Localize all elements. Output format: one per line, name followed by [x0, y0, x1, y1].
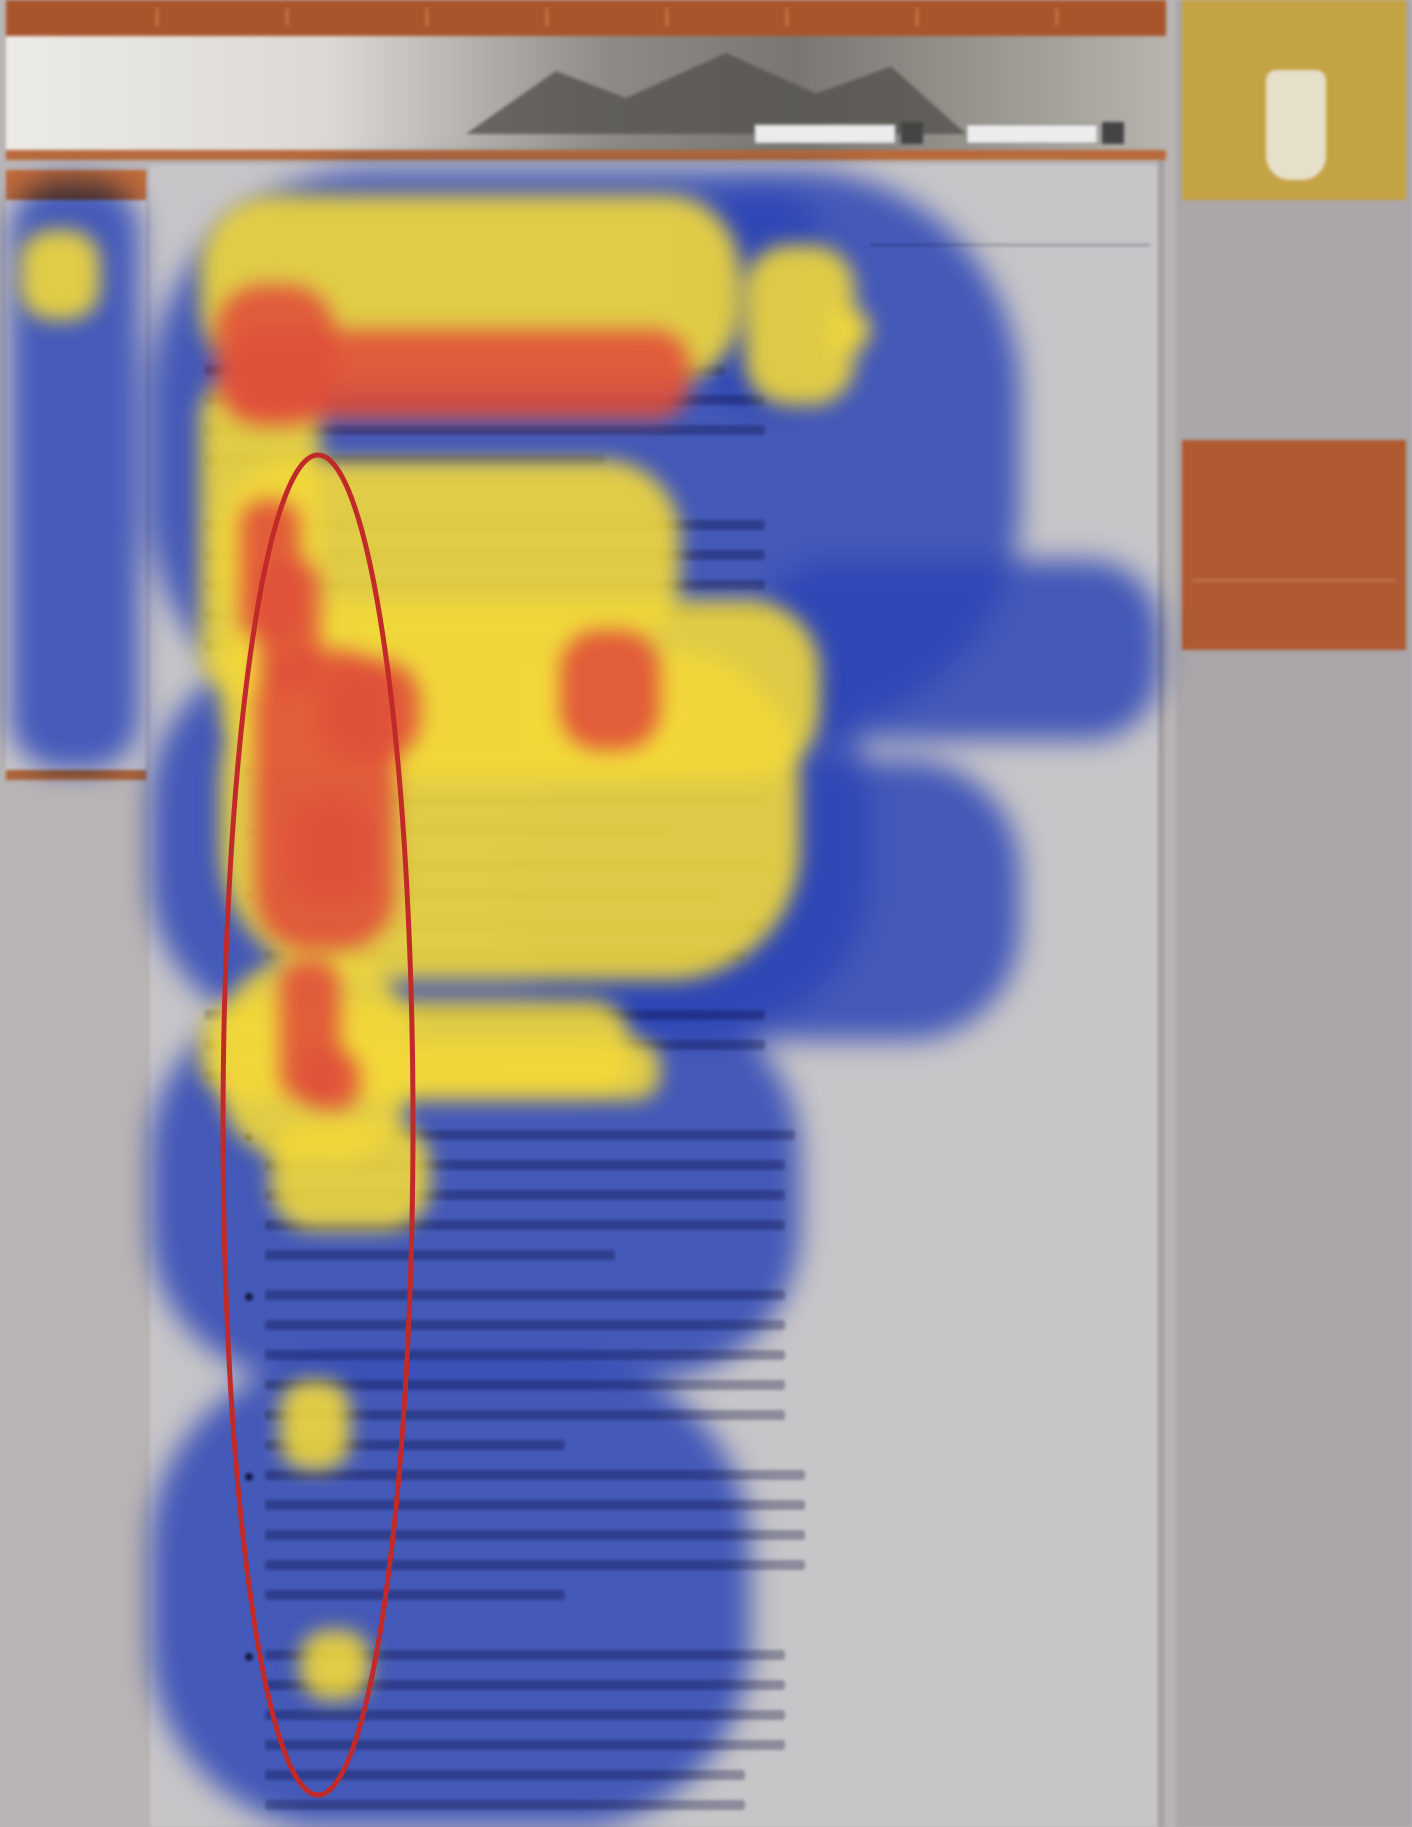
top-navigation-bar [6, 0, 1166, 36]
nav-divider [156, 8, 158, 26]
search-input[interactable] [754, 124, 896, 144]
secondary-go-button[interactable] [1102, 122, 1124, 144]
heat-hot-zone [290, 800, 370, 900]
right-sidebar [1176, 0, 1412, 1827]
heat-cool-zone [150, 1360, 750, 1827]
nav-divider [916, 8, 918, 26]
heat-cool-zone [760, 560, 1160, 740]
content-border [1158, 160, 1164, 1827]
heat-warm-zone [20, 230, 100, 320]
promo-box-bottom[interactable] [1182, 440, 1406, 650]
nav-divider [1056, 8, 1058, 26]
heat-warm-zone [280, 1040, 660, 1100]
promo-box-top[interactable] [1182, 0, 1406, 200]
nav-divider [286, 8, 288, 26]
banner-divider [6, 150, 1166, 160]
heat-warm-zone [830, 310, 870, 350]
related-divider [870, 244, 1150, 246]
promo-divider [1192, 580, 1396, 581]
heat-warm-zone [300, 1630, 370, 1700]
heat-hot-zone [560, 630, 660, 750]
secondary-search-input[interactable] [966, 124, 1098, 144]
highlight-ellipse [220, 452, 416, 1798]
nav-divider [426, 8, 428, 26]
search-go-button[interactable] [901, 122, 923, 144]
heat-hot-zone [300, 1050, 360, 1110]
heat-hot-zone [230, 330, 690, 420]
header-banner [6, 36, 1166, 156]
left-nav-footer [6, 770, 146, 780]
nav-divider [786, 8, 788, 26]
product-image [1266, 70, 1326, 180]
heat-warm-zone [745, 245, 855, 405]
nav-divider [666, 8, 668, 26]
heat-cool-zone [10, 180, 140, 770]
heat-warm-zone [280, 1380, 350, 1470]
nav-divider [546, 8, 548, 26]
heat-warm-zone [270, 1120, 430, 1230]
